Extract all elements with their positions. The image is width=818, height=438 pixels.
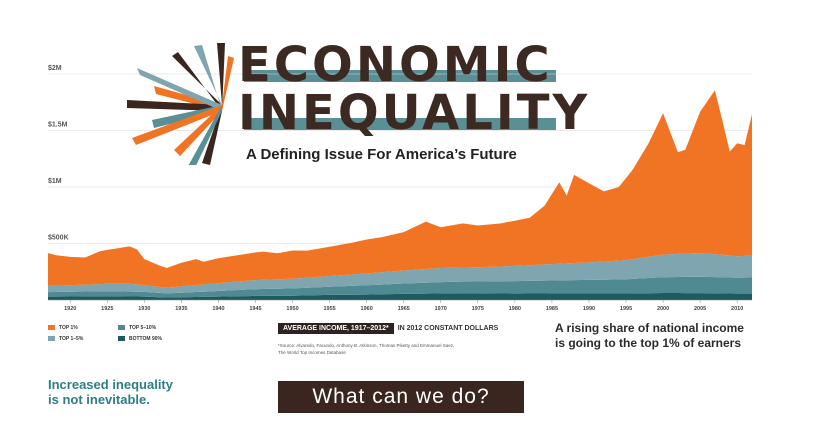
legend-swatch-top5-10 xyxy=(118,325,125,331)
legend-item-top1-5: TOP 1–5% xyxy=(48,336,83,342)
chart-areas xyxy=(48,90,752,300)
x-tick-label: 1950 xyxy=(286,306,298,312)
legend-item-top5-10: TOP 5–10% xyxy=(118,325,156,331)
x-tick-label: 1990 xyxy=(583,306,595,312)
area-series-top-1-5- xyxy=(48,253,752,294)
share-callout-line-2: is going to the top 1% of earners xyxy=(555,336,742,350)
inevitable-note: Increased inequality is not inevitable. xyxy=(48,377,173,407)
inevitable-note-line-1: Increased inequality xyxy=(48,377,173,392)
chart-caption-suffix: IN 2012 CONSTANT DOLLARS xyxy=(397,325,499,332)
x-tick-label: 1930 xyxy=(138,306,150,312)
legend-item-bottom90: BOTTOM 90% xyxy=(118,336,162,342)
x-tick-label: 1925 xyxy=(101,306,113,312)
title-line-1: ECONOMIC xyxy=(238,40,590,90)
x-tick-label: 1935 xyxy=(175,306,187,312)
x-tick-label: 1975 xyxy=(472,306,484,312)
y-tick-label: $1.5M xyxy=(48,122,68,129)
x-tick-label: 1960 xyxy=(361,306,373,312)
title-block: ECONOMIC INEQUALITY A Defining Issue For… xyxy=(238,40,590,163)
x-tick-label: 1945 xyxy=(249,306,261,312)
y-axis-ticks: $500K $1M $1.5M $2M xyxy=(48,65,69,242)
y-tick-label: $2M xyxy=(48,65,62,72)
sunburst-logo-icon xyxy=(127,43,234,165)
x-tick-label: 2005 xyxy=(694,306,706,312)
inevitable-note-line-2: is not inevitable. xyxy=(48,392,150,407)
x-tick-label: 1970 xyxy=(435,306,447,312)
area-series-top-1- xyxy=(48,90,752,288)
legend-item-top1: TOP 1% xyxy=(48,325,78,331)
share-callout-line-1: A rising share of national income xyxy=(555,321,744,335)
legend-swatch-top1-5 xyxy=(48,336,55,342)
chart-caption: AVERAGE INCOME, 1917–2012* IN 2012 CONSTA… xyxy=(278,323,499,334)
y-tick-label: $500K xyxy=(48,235,69,242)
x-tick-label: 1940 xyxy=(212,306,224,312)
x-axis-ticks: 1920 1925 1930 1935 1940 1945 1950 1955 1960 1965… xyxy=(48,299,752,312)
share-callout: A rising share of national income is goi… xyxy=(555,321,744,351)
subtitle: A Defining Issue For America’s Future xyxy=(246,146,517,163)
chart-caption-box: AVERAGE INCOME, 1917–2012* xyxy=(278,323,394,334)
legend-swatch-bottom90 xyxy=(118,336,125,342)
area-series-top-5-10- xyxy=(48,276,752,298)
title-line-2: INEQUALITY xyxy=(238,85,591,141)
x-tick-label: 2010 xyxy=(731,306,743,312)
what-can-we-do-button[interactable]: What can we do? xyxy=(278,381,524,413)
x-tick-label: 2000 xyxy=(657,306,669,312)
x-tick-label: 1955 xyxy=(323,306,335,312)
x-tick-label: 1920 xyxy=(64,306,76,312)
x-tick-label: 1965 xyxy=(398,306,410,312)
x-tick-label: 1980 xyxy=(509,306,521,312)
legend-swatch-top1 xyxy=(48,325,55,331)
area-series-bottom-90- xyxy=(48,293,752,300)
y-tick-label: $1M xyxy=(48,178,62,185)
source-note: *Source: Alvaredo, Facundo, Anthony B. A… xyxy=(278,343,455,355)
x-tick-label: 1995 xyxy=(620,306,632,312)
x-tick-label: 1985 xyxy=(546,306,558,312)
